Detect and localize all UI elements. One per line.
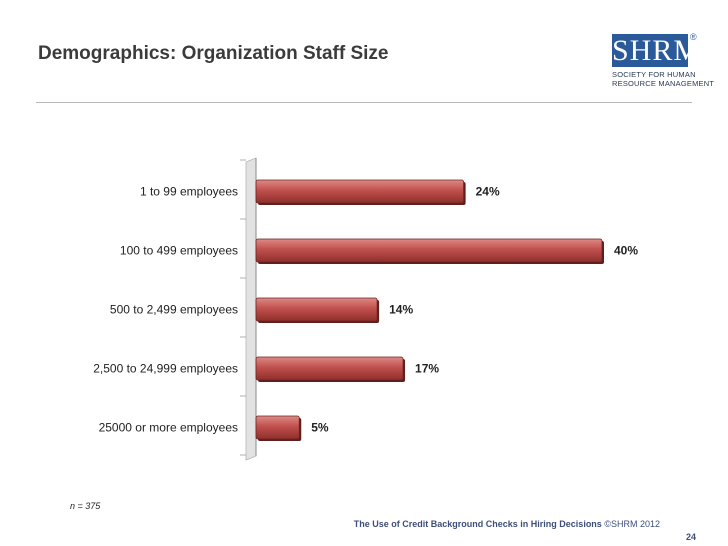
category-label: 1 to 99 employees — [140, 185, 238, 199]
category-label: 2,500 to 24,999 employees — [93, 362, 238, 376]
title-divider — [36, 102, 692, 103]
bar — [255, 415, 300, 440]
shrm-logo: SHRM ® SOCIETY FOR HUMAN RESOURCE MANAGE… — [612, 32, 714, 90]
data-label: 5% — [311, 421, 329, 435]
bar — [255, 356, 404, 381]
logo-line-2: RESOURCE MANAGEMENT — [612, 79, 715, 88]
staff-size-bar-chart: 1 to 99 employees 24% 100 to 499 employees… — [93, 157, 638, 461]
footer-report-title: The Use of Credit Background Checks in H… — [353, 519, 602, 529]
bar — [255, 297, 378, 322]
page-number: 24 — [685, 532, 696, 542]
bar — [255, 238, 603, 263]
data-label: 14% — [389, 303, 413, 317]
footer-copyright: ©SHRM 2012 — [604, 519, 660, 529]
logo-registered: ® — [690, 32, 697, 42]
logo-line-1: SOCIETY FOR HUMAN — [612, 70, 696, 79]
bar — [255, 179, 465, 204]
footer-title: The Use of Credit Background Checks in H… — [354, 519, 660, 529]
page-title: Demographics: Organization Staff Size — [38, 43, 389, 64]
data-label: 17% — [415, 362, 439, 376]
category-label: 100 to 499 employees — [120, 244, 238, 258]
data-label: 24% — [476, 185, 500, 199]
sample-size-note: n = 375 — [70, 501, 101, 511]
axis-wall — [245, 157, 257, 461]
data-label: 40% — [614, 244, 638, 258]
category-label: 25000 or more employees — [99, 421, 238, 435]
logo-mark: SHRM — [612, 34, 702, 67]
category-label: 500 to 2,499 employees — [110, 303, 238, 317]
